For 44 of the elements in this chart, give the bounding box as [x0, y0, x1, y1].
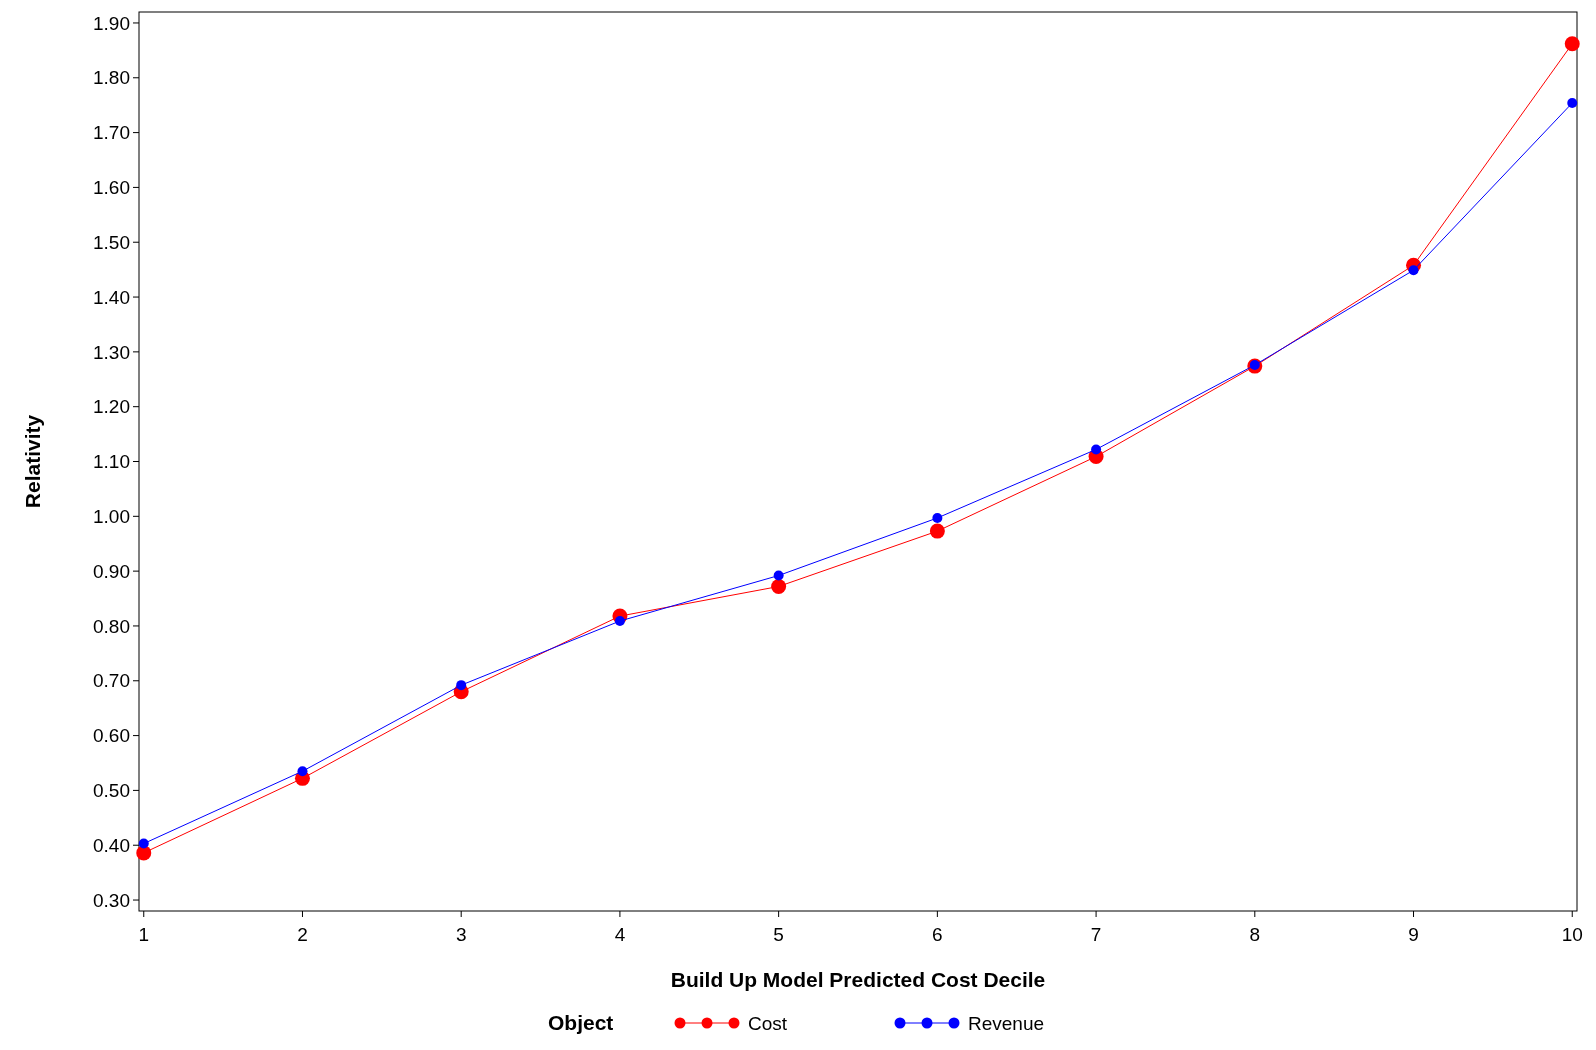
point	[1408, 265, 1419, 276]
y-tick-label: 1.60	[93, 177, 130, 199]
point	[773, 570, 784, 581]
y-tick-label: 1.70	[93, 122, 130, 144]
x-tick-label: 8	[1249, 924, 1261, 945]
y-tick-label: 0.70	[93, 670, 130, 692]
legend-label: Revenue	[968, 1013, 1045, 1034]
point	[932, 512, 943, 523]
y-tick-label: 1.40	[93, 286, 130, 308]
y-tick-label: 0.60	[93, 725, 130, 747]
x-tick-label: 4	[614, 924, 626, 945]
y-tick-label: 1.80	[93, 67, 130, 89]
point	[1567, 98, 1578, 108]
x-tick-label: 5	[773, 924, 784, 945]
y-tick-label: 0.50	[93, 780, 130, 802]
point	[456, 680, 467, 691]
y-tick-label: 0.80	[93, 615, 130, 637]
x-tick-label: 6	[932, 924, 943, 945]
y-tick-label: 1.50	[93, 231, 130, 253]
y-tick-label: 1.20	[93, 396, 130, 418]
x-tick-label: 7	[1090, 924, 1102, 945]
x-axis-title: Build Up Model Predicted Cost Decile	[670, 968, 1046, 991]
point	[138, 838, 149, 849]
y-tick-label: 0.90	[93, 560, 130, 582]
point	[1564, 36, 1580, 52]
x-tick-label: 2	[297, 924, 308, 945]
y-tick-label: 0.30	[93, 889, 130, 911]
y-tick-label: 1.00	[93, 505, 130, 527]
legend-label: Cost	[748, 1013, 788, 1034]
y-tick-label: 1.30	[93, 341, 130, 363]
x-tick-label: 9	[1408, 924, 1419, 945]
point	[771, 578, 787, 594]
x-tick-label: 1	[138, 924, 150, 945]
point	[929, 523, 945, 539]
point	[1091, 444, 1102, 455]
y-tick-label: 1.90	[93, 12, 130, 34]
y-axis-title: Relativity	[21, 414, 44, 509]
legend-title: Object	[548, 1011, 614, 1034]
point	[614, 616, 625, 627]
x-tick-label: 10	[1561, 924, 1583, 945]
x-tick-label: 3	[455, 924, 467, 945]
point	[297, 766, 308, 777]
y-tick-label: 0.40	[93, 834, 130, 856]
y-tick-label: 1.10	[93, 451, 130, 473]
